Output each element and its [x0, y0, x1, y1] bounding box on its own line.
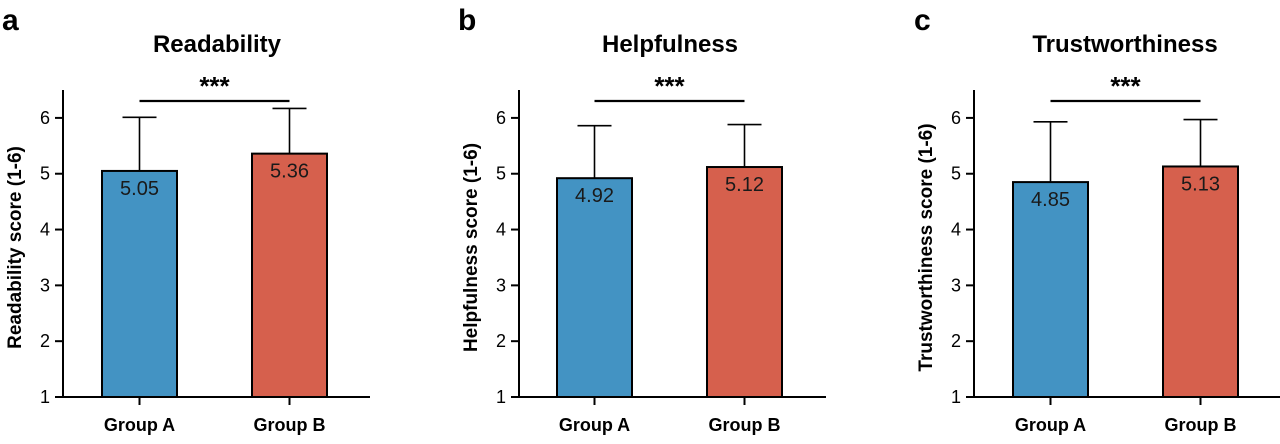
bar-group-a — [556, 177, 633, 398]
y-tick-label: 1 — [40, 387, 50, 407]
panel-title: Readability — [153, 31, 282, 58]
bar-group-b — [1162, 165, 1239, 398]
y-axis-label: Trustworthiness score (1-6) — [916, 123, 937, 371]
y-tick-label: 2 — [496, 331, 506, 351]
y-axis-label: Readability score (1-6) — [5, 146, 26, 349]
y-tick-label: 4 — [40, 220, 50, 240]
x-tick-label: Group B — [254, 415, 326, 435]
bar-value-label: 5.13 — [1181, 173, 1220, 195]
bar-group-a — [101, 169, 178, 398]
y-tick-label: 1 — [951, 387, 961, 407]
y-tick-label: 6 — [496, 108, 506, 128]
panel-title: Helpfulness — [602, 31, 738, 58]
x-tick-label: Group A — [104, 415, 175, 435]
bar-group-b — [706, 166, 783, 398]
y-tick-label: 5 — [951, 164, 961, 184]
x-tick-label: Group B — [709, 415, 781, 435]
x-tick-label: Group B — [1165, 415, 1237, 435]
bar-group-a — [1012, 181, 1089, 398]
y-tick-label: 4 — [951, 220, 961, 240]
bar-value-label: 5.36 — [270, 161, 309, 183]
y-tick-label: 5 — [496, 164, 506, 184]
y-tick-label: 4 — [496, 220, 506, 240]
panel-letter: c — [914, 4, 931, 37]
y-tick-label: 2 — [951, 331, 961, 351]
bar-value-label: 4.92 — [575, 185, 614, 207]
bar-value-label: 5.12 — [725, 174, 764, 196]
y-tick-label: 6 — [951, 108, 961, 128]
bar-group-b — [251, 152, 328, 398]
y-tick-label: 1 — [496, 387, 506, 407]
y-axis-label: Helpfulness score (1-6) — [461, 143, 482, 352]
y-tick-label: 3 — [951, 275, 961, 295]
panel-title: Trustworthiness — [1032, 31, 1217, 58]
bar-value-label: 4.85 — [1031, 189, 1070, 211]
y-tick-label: 6 — [40, 108, 50, 128]
y-tick-label: 3 — [40, 275, 50, 295]
significance-label: *** — [654, 71, 685, 101]
panel-letter: b — [458, 4, 476, 37]
panel-letter: a — [2, 4, 19, 37]
y-tick-label: 5 — [40, 164, 50, 184]
x-tick-label: Group A — [1015, 415, 1086, 435]
x-tick-label: Group A — [559, 415, 630, 435]
y-tick-label: 2 — [40, 331, 50, 351]
y-tick-label: 3 — [496, 275, 506, 295]
bar-value-label: 5.05 — [120, 178, 159, 200]
significance-label: *** — [199, 71, 230, 101]
significance-label: *** — [1110, 71, 1141, 101]
